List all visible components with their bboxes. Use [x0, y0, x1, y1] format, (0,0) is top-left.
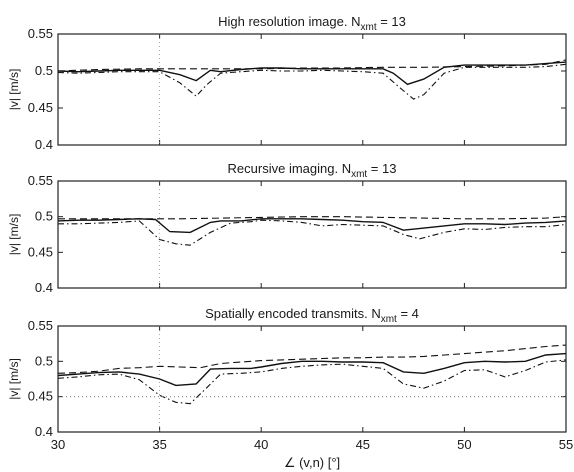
- x-tick-label: 35: [152, 437, 166, 452]
- y-tick-label: 0.5: [35, 353, 53, 368]
- series-line-dashed: [57, 344, 567, 374]
- y-axis-label: |v| [m/s]: [7, 358, 21, 400]
- y-tick-label: 0.5: [35, 209, 53, 224]
- x-tick-label: 55: [559, 437, 573, 452]
- title-subscript: xmt: [351, 169, 367, 180]
- y-tick-label: 0.55: [28, 26, 53, 41]
- series-line-dashed: [57, 59, 567, 72]
- x-axis-label: ∠ (v,n) [°]: [284, 455, 340, 470]
- series-line-solid: [57, 218, 567, 234]
- y-axis-label: |v| [m/s]: [7, 69, 21, 111]
- y-tick-label: 0.55: [28, 173, 53, 188]
- series-line-solid: [57, 61, 567, 86]
- subplot-1: High resolution image. Nxmt = 13 |v| [m/s…: [7, 14, 567, 152]
- title-main-text: Spatially encoded transmits. N: [205, 306, 381, 321]
- axes-frame: [57, 33, 567, 146]
- axes-frame: [57, 180, 567, 289]
- subplot-3: Spatially encoded transmits. Nxmt = 4 |v|…: [7, 306, 573, 470]
- series-line-solid: [57, 352, 567, 387]
- title-tail-text: = 13: [377, 14, 406, 29]
- y-tick-label: 0.5: [35, 63, 53, 78]
- subplot-2: Recursive imaging. Nxmt = 13 |v| [m/s] 0.4…: [7, 161, 567, 295]
- title-tail-text: = 4: [397, 306, 419, 321]
- series-line-dashed: [58, 216, 567, 220]
- y-tick-label: 0.45: [28, 244, 53, 259]
- x-tick-label: 40: [254, 437, 268, 452]
- title-tail-text: = 13: [367, 161, 396, 176]
- x-tick-label: 45: [356, 437, 370, 452]
- series-line-dashdot: [58, 219, 567, 246]
- subplot-title: Spatially encoded transmits. Nxmt = 4: [205, 306, 419, 325]
- subplot-title: Recursive imaging. Nxmt = 13: [228, 161, 397, 180]
- title-main-text: Recursive imaging. N: [228, 161, 352, 176]
- y-tick-label: 0.4: [35, 280, 53, 295]
- y-tick-label: 0.55: [28, 318, 53, 333]
- x-tick-label: 30: [51, 437, 65, 452]
- series-line-dashdot: [57, 63, 567, 100]
- y-tick-label: 0.45: [28, 389, 53, 404]
- y-axis-label: |v| [m/s]: [7, 214, 21, 256]
- title-subscript: xmt: [360, 22, 376, 33]
- y-tick-label: 0.4: [35, 137, 53, 152]
- title-main-text: High resolution image. N: [218, 14, 360, 29]
- subplot-title: High resolution image. Nxmt = 13: [218, 14, 406, 33]
- y-tick-label: 0.45: [28, 100, 53, 115]
- series-line-dashdot: [57, 359, 567, 405]
- axes-frame: [57, 325, 567, 433]
- title-subscript: xmt: [381, 314, 397, 325]
- x-tick-label: 50: [457, 437, 471, 452]
- y-tick-label: 0.4: [35, 424, 53, 439]
